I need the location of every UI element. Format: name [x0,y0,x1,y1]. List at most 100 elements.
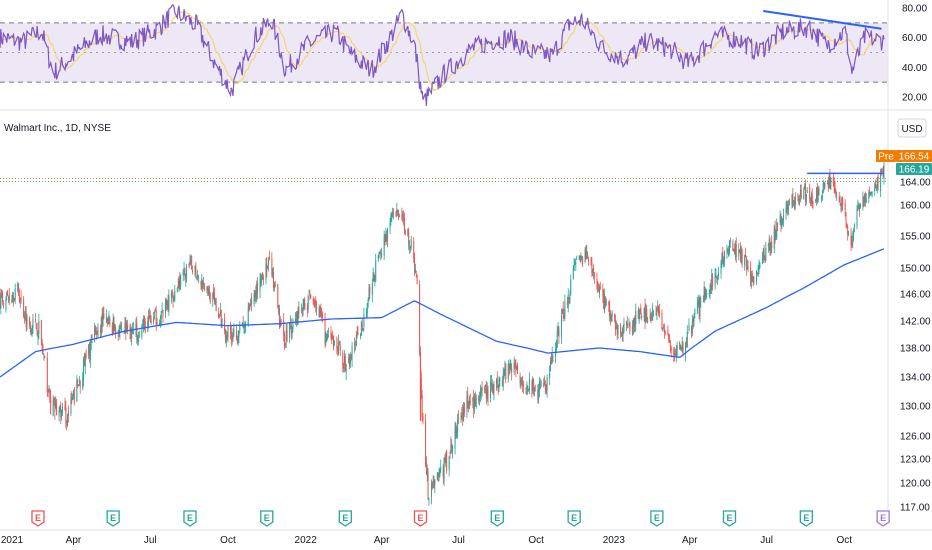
candle[interactable] [14,283,16,304]
candle[interactable] [432,475,434,489]
candle[interactable] [481,381,483,397]
candle[interactable] [433,475,435,489]
candle[interactable] [710,279,712,295]
candle[interactable] [709,283,711,300]
candle[interactable] [82,372,84,391]
candle[interactable] [84,352,86,374]
candle[interactable] [739,249,741,254]
candle[interactable] [354,340,356,351]
candle[interactable] [793,200,795,207]
candle[interactable] [137,334,139,346]
candle[interactable] [273,266,275,292]
candle[interactable] [578,255,580,260]
candle[interactable] [783,208,785,227]
candle[interactable] [688,318,690,332]
candle[interactable] [468,395,470,410]
candle[interactable] [768,235,770,251]
candle[interactable] [674,348,676,357]
candle[interactable] [858,202,860,210]
candle[interactable] [262,271,264,280]
candle[interactable] [166,299,168,310]
candle[interactable] [12,291,14,303]
candle[interactable] [20,290,22,304]
candle[interactable] [226,331,228,341]
candle[interactable] [497,384,499,395]
candle[interactable] [120,321,122,330]
candle[interactable] [256,280,258,303]
candle[interactable] [425,456,427,476]
candle[interactable] [745,247,747,258]
candle[interactable] [343,362,345,373]
candle[interactable] [564,294,566,322]
candle[interactable] [29,321,31,335]
candle[interactable] [179,272,181,291]
candle[interactable] [522,375,524,393]
candle[interactable] [493,381,495,401]
candle[interactable] [617,324,619,339]
candle[interactable] [410,235,412,251]
candle[interactable] [702,295,704,303]
candle[interactable] [251,292,253,312]
candle[interactable] [491,379,493,394]
candle[interactable] [788,199,790,216]
candle[interactable] [759,261,761,270]
candle[interactable] [315,296,317,313]
candle[interactable] [504,360,506,376]
candle[interactable] [201,274,203,291]
candle[interactable] [314,299,316,308]
candle[interactable] [791,193,793,209]
candle[interactable] [312,296,314,305]
candle[interactable] [0,293,1,310]
candle[interactable] [229,321,231,340]
candle[interactable] [421,390,423,422]
candle[interactable] [430,479,432,505]
candle[interactable] [573,257,575,272]
candle[interactable] [283,313,285,342]
candle[interactable] [662,327,664,332]
candle[interactable] [253,289,255,307]
candle[interactable] [527,385,529,395]
candle[interactable] [351,341,353,368]
candle[interactable] [350,354,352,361]
candle[interactable] [191,254,193,270]
candle[interactable] [272,267,274,279]
candle[interactable] [836,191,838,201]
candle[interactable] [864,193,866,207]
candle[interactable] [717,274,719,286]
candle[interactable] [438,467,440,482]
candle[interactable] [154,307,156,312]
candle[interactable] [545,384,547,395]
candle[interactable] [779,210,781,226]
candle[interactable] [544,380,546,395]
candle[interactable] [832,173,834,187]
candle[interactable] [828,172,830,189]
candle[interactable] [409,245,411,253]
candle[interactable] [101,307,103,333]
candle[interactable] [404,228,406,236]
candle[interactable] [443,457,445,487]
candle[interactable] [29,316,31,330]
candle[interactable] [551,346,553,364]
candle[interactable] [391,211,393,222]
candle[interactable] [137,331,139,346]
time-axis[interactable]: 2021 Apr Jul Oct 2022 Apr Jul Oct 2023 Apr Jul Oct [1,535,852,546]
candle[interactable] [556,325,558,348]
candle[interactable] [390,212,392,226]
candle[interactable] [776,218,778,240]
candle[interactable] [302,298,304,317]
candle[interactable] [711,268,713,295]
candle[interactable] [647,316,649,324]
candle[interactable] [0,288,2,315]
candle[interactable] [655,305,657,316]
candle[interactable] [73,387,75,406]
candle[interactable] [487,385,489,407]
candle[interactable] [685,341,687,362]
candle[interactable] [194,265,196,277]
candle[interactable] [785,201,787,220]
candle[interactable] [741,248,743,268]
candle[interactable] [345,363,347,380]
candle[interactable] [309,289,311,301]
moving-average-line[interactable] [0,248,885,378]
candle[interactable] [762,247,764,264]
candle[interactable] [773,224,775,254]
